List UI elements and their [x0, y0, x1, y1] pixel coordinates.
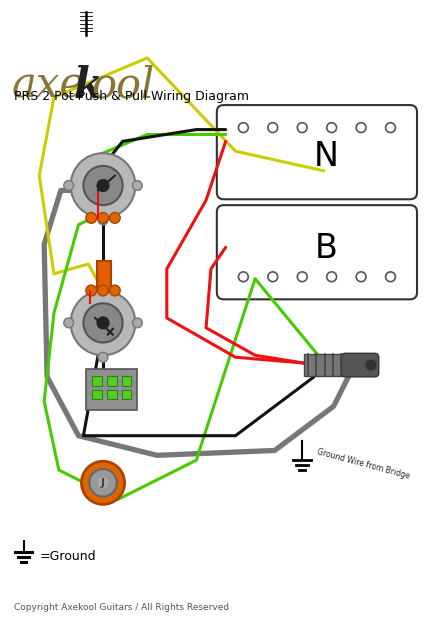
- Circle shape: [97, 180, 109, 191]
- FancyBboxPatch shape: [217, 105, 417, 199]
- Circle shape: [98, 215, 108, 225]
- Circle shape: [97, 212, 108, 223]
- Text: axe: axe: [12, 65, 85, 107]
- Circle shape: [71, 291, 136, 355]
- Circle shape: [110, 212, 120, 223]
- Text: PRS 2 Pot Push & Pull Wiring Diagram: PRS 2 Pot Push & Pull Wiring Diagram: [14, 90, 249, 103]
- Circle shape: [86, 285, 97, 296]
- Bar: [122, 389, 132, 399]
- Circle shape: [356, 272, 366, 282]
- Circle shape: [327, 272, 336, 282]
- Bar: [92, 389, 102, 399]
- Circle shape: [64, 181, 74, 191]
- Circle shape: [97, 317, 109, 329]
- Circle shape: [84, 166, 123, 205]
- Circle shape: [356, 123, 366, 133]
- Text: Ground Wire from Bridge: Ground Wire from Bridge: [316, 447, 410, 481]
- Circle shape: [98, 478, 108, 487]
- Circle shape: [71, 153, 136, 218]
- Circle shape: [89, 469, 117, 497]
- Circle shape: [297, 123, 307, 133]
- Text: B: B: [315, 232, 338, 265]
- Circle shape: [239, 272, 248, 282]
- Bar: [92, 376, 102, 386]
- Circle shape: [239, 123, 248, 133]
- Bar: [107, 389, 117, 399]
- Circle shape: [327, 123, 336, 133]
- Text: =Ground: =Ground: [39, 550, 96, 563]
- Circle shape: [366, 360, 376, 370]
- FancyBboxPatch shape: [217, 205, 417, 299]
- Circle shape: [132, 318, 142, 328]
- Bar: [304, 354, 346, 376]
- Circle shape: [64, 318, 74, 328]
- Circle shape: [84, 304, 123, 342]
- Circle shape: [110, 285, 120, 296]
- Circle shape: [297, 272, 307, 282]
- Circle shape: [386, 123, 395, 133]
- Text: k: k: [74, 65, 103, 107]
- Text: ool: ool: [91, 65, 155, 107]
- Circle shape: [86, 212, 97, 223]
- Bar: [86, 369, 137, 410]
- Circle shape: [98, 352, 108, 362]
- Bar: [97, 261, 111, 289]
- Circle shape: [386, 272, 395, 282]
- Circle shape: [81, 462, 125, 505]
- Text: N: N: [314, 139, 339, 173]
- Text: J: J: [101, 478, 105, 488]
- Circle shape: [132, 181, 142, 191]
- Text: Copyright Axekool Guitars / All Rights Reserved: Copyright Axekool Guitars / All Rights R…: [14, 603, 229, 611]
- Bar: [122, 376, 132, 386]
- Circle shape: [268, 123, 278, 133]
- Circle shape: [97, 285, 108, 296]
- FancyBboxPatch shape: [342, 354, 379, 377]
- Bar: [107, 376, 117, 386]
- Circle shape: [268, 272, 278, 282]
